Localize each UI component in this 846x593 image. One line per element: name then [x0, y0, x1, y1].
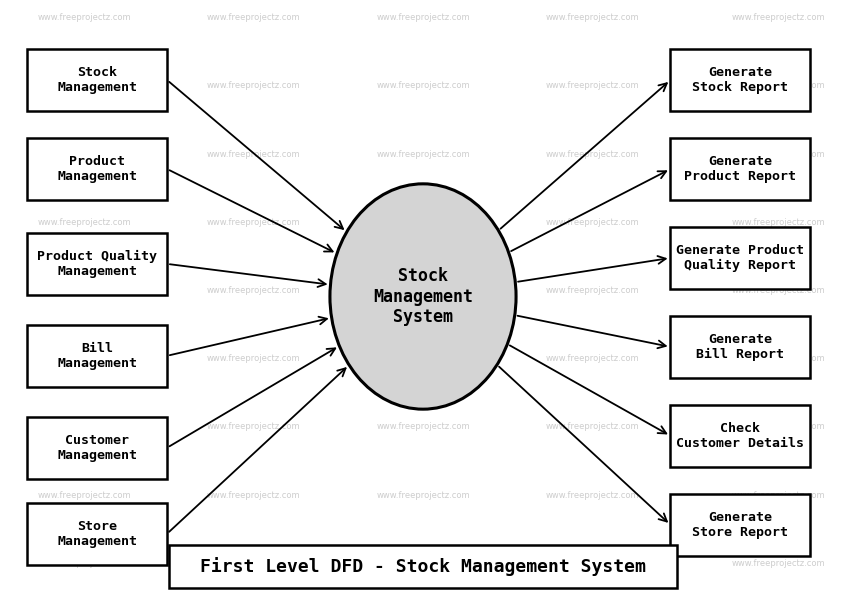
Text: www.freeprojectz.com: www.freeprojectz.com — [207, 490, 300, 500]
Text: Generate
Stock Report: Generate Stock Report — [692, 66, 788, 94]
Text: First Level DFD - Stock Management System: First Level DFD - Stock Management Syste… — [200, 557, 646, 576]
FancyBboxPatch shape — [27, 325, 167, 387]
Text: www.freeprojectz.com: www.freeprojectz.com — [546, 13, 639, 23]
Text: Product
Management: Product Management — [58, 155, 137, 183]
Text: www.freeprojectz.com: www.freeprojectz.com — [546, 559, 639, 568]
Text: www.freeprojectz.com: www.freeprojectz.com — [38, 354, 131, 364]
FancyBboxPatch shape — [670, 493, 810, 556]
Text: Generate Product
Quality Report: Generate Product Quality Report — [676, 244, 805, 272]
Text: www.freeprojectz.com: www.freeprojectz.com — [207, 286, 300, 295]
Text: www.freeprojectz.com: www.freeprojectz.com — [38, 13, 131, 23]
Text: www.freeprojectz.com: www.freeprojectz.com — [38, 149, 131, 159]
Text: Generate
Store Report: Generate Store Report — [692, 511, 788, 539]
Text: www.freeprojectz.com: www.freeprojectz.com — [38, 218, 131, 227]
Text: www.freeprojectz.com: www.freeprojectz.com — [376, 218, 470, 227]
Text: www.freeprojectz.com: www.freeprojectz.com — [376, 286, 470, 295]
Text: www.freeprojectz.com: www.freeprojectz.com — [732, 422, 825, 432]
Text: www.freeprojectz.com: www.freeprojectz.com — [732, 286, 825, 295]
Text: www.freeprojectz.com: www.freeprojectz.com — [38, 81, 131, 91]
Text: www.freeprojectz.com: www.freeprojectz.com — [546, 286, 639, 295]
Text: www.freeprojectz.com: www.freeprojectz.com — [732, 218, 825, 227]
Text: Bill
Management: Bill Management — [58, 342, 137, 370]
Text: www.freeprojectz.com: www.freeprojectz.com — [207, 13, 300, 23]
Text: Stock
Management
System: Stock Management System — [373, 267, 473, 326]
Text: www.freeprojectz.com: www.freeprojectz.com — [376, 149, 470, 159]
Text: www.freeprojectz.com: www.freeprojectz.com — [38, 559, 131, 568]
Text: Customer
Management: Customer Management — [58, 433, 137, 462]
FancyBboxPatch shape — [27, 233, 167, 295]
Text: www.freeprojectz.com: www.freeprojectz.com — [376, 559, 470, 568]
Text: www.freeprojectz.com: www.freeprojectz.com — [376, 354, 470, 364]
FancyBboxPatch shape — [27, 138, 167, 200]
Text: www.freeprojectz.com: www.freeprojectz.com — [376, 13, 470, 23]
Text: www.freeprojectz.com: www.freeprojectz.com — [732, 490, 825, 500]
FancyBboxPatch shape — [670, 138, 810, 200]
Text: www.freeprojectz.com: www.freeprojectz.com — [376, 490, 470, 500]
FancyBboxPatch shape — [670, 227, 810, 289]
Text: www.freeprojectz.com: www.freeprojectz.com — [38, 422, 131, 432]
FancyBboxPatch shape — [670, 49, 810, 111]
Text: www.freeprojectz.com: www.freeprojectz.com — [546, 81, 639, 91]
Text: www.freeprojectz.com: www.freeprojectz.com — [38, 490, 131, 500]
Text: Store
Management: Store Management — [58, 519, 137, 548]
Text: www.freeprojectz.com: www.freeprojectz.com — [546, 218, 639, 227]
FancyBboxPatch shape — [670, 315, 810, 378]
Text: www.freeprojectz.com: www.freeprojectz.com — [376, 81, 470, 91]
Text: www.freeprojectz.com: www.freeprojectz.com — [207, 559, 300, 568]
FancyBboxPatch shape — [670, 405, 810, 467]
FancyBboxPatch shape — [27, 416, 167, 479]
Text: www.freeprojectz.com: www.freeprojectz.com — [376, 422, 470, 432]
Text: Stock
Management: Stock Management — [58, 66, 137, 94]
FancyBboxPatch shape — [169, 545, 677, 588]
Text: Product Quality
Management: Product Quality Management — [37, 250, 157, 278]
Text: www.freeprojectz.com: www.freeprojectz.com — [546, 422, 639, 432]
Text: www.freeprojectz.com: www.freeprojectz.com — [732, 81, 825, 91]
Text: Generate
Bill Report: Generate Bill Report — [696, 333, 784, 361]
Text: www.freeprojectz.com: www.freeprojectz.com — [546, 149, 639, 159]
Text: Check
Customer Details: Check Customer Details — [676, 422, 805, 450]
Text: www.freeprojectz.com: www.freeprojectz.com — [732, 559, 825, 568]
Ellipse shape — [330, 184, 516, 409]
Text: www.freeprojectz.com: www.freeprojectz.com — [546, 354, 639, 364]
Text: Generate
Product Report: Generate Product Report — [684, 155, 796, 183]
Text: www.freeprojectz.com: www.freeprojectz.com — [207, 218, 300, 227]
Text: www.freeprojectz.com: www.freeprojectz.com — [38, 286, 131, 295]
Text: www.freeprojectz.com: www.freeprojectz.com — [732, 13, 825, 23]
Text: www.freeprojectz.com: www.freeprojectz.com — [732, 354, 825, 364]
FancyBboxPatch shape — [27, 49, 167, 111]
Text: www.freeprojectz.com: www.freeprojectz.com — [207, 422, 300, 432]
Text: www.freeprojectz.com: www.freeprojectz.com — [732, 149, 825, 159]
FancyBboxPatch shape — [27, 503, 167, 565]
Text: www.freeprojectz.com: www.freeprojectz.com — [546, 490, 639, 500]
Text: www.freeprojectz.com: www.freeprojectz.com — [207, 81, 300, 91]
Text: www.freeprojectz.com: www.freeprojectz.com — [207, 354, 300, 364]
Text: www.freeprojectz.com: www.freeprojectz.com — [207, 149, 300, 159]
